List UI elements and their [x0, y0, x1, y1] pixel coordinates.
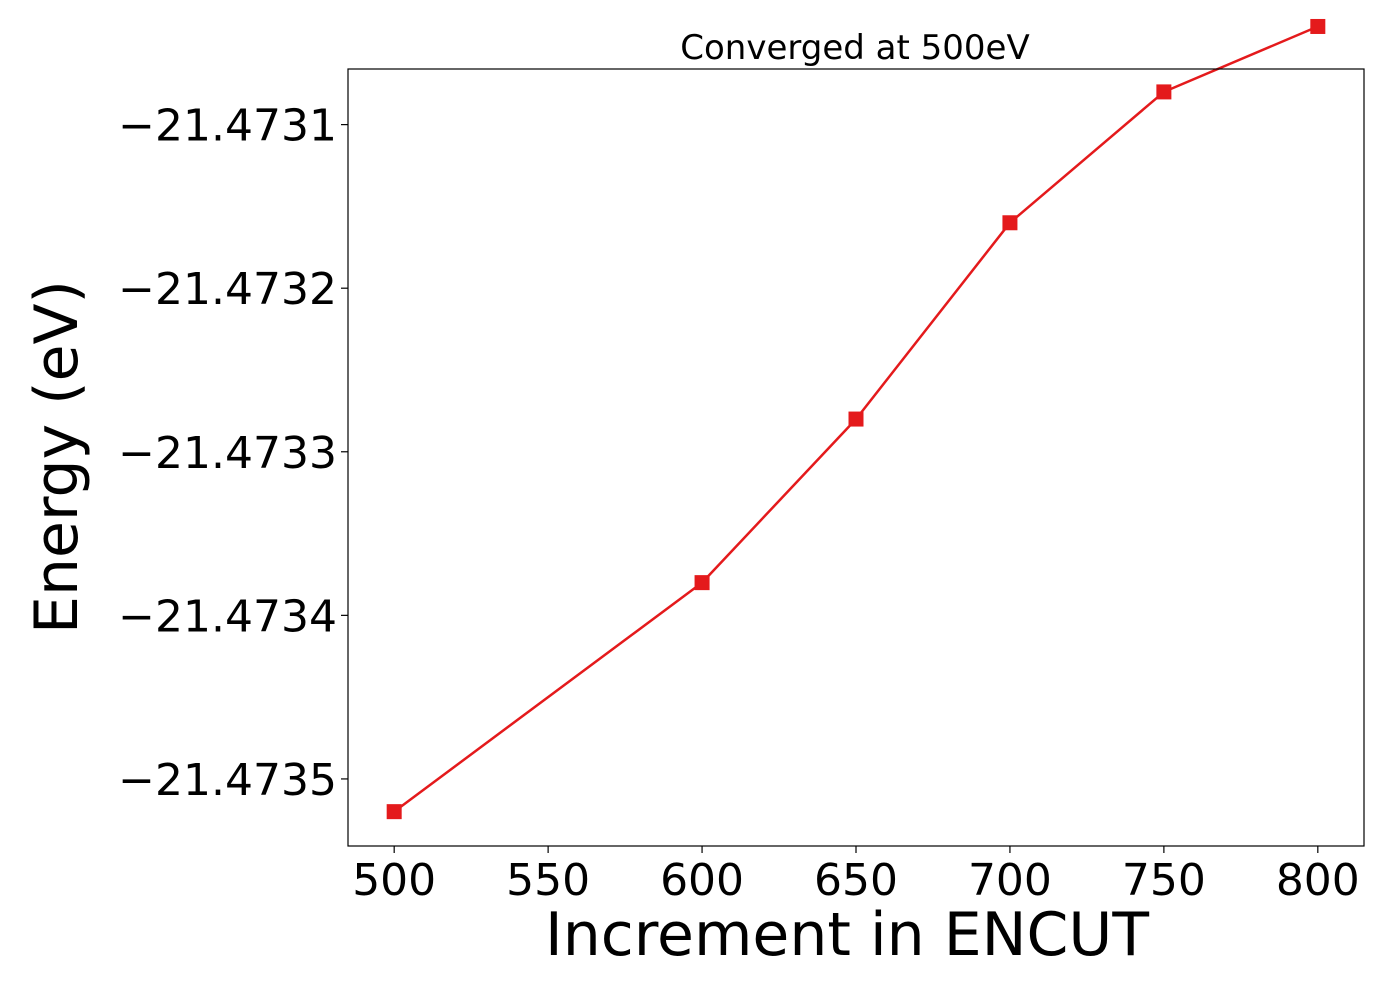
x-tick-label: 500: [352, 855, 436, 906]
data-point-marker: [386, 804, 402, 820]
y-tick-label: −21.4734: [118, 591, 337, 642]
x-tick-label: 650: [814, 855, 898, 906]
y-axis-label: Energy (eV): [22, 280, 92, 634]
x-tick-label: 800: [1276, 855, 1360, 906]
y-axis-ticks: −21.4735 −21.4734 −21.4733 −21.4732 −21.4731: [118, 101, 348, 806]
y-tick-label: −21.4732: [118, 264, 337, 315]
x-axis-label: Increment in ENCUT: [545, 900, 1149, 970]
data-point-marker: [694, 575, 710, 591]
plot-frame: [347, 68, 1365, 847]
data-point-marker: [1002, 215, 1018, 231]
y-tick-label: −21.4731: [118, 101, 337, 152]
chart-title: Converged at 500eV: [680, 28, 1029, 68]
y-tick-label: −21.4735: [118, 755, 337, 806]
x-tick-label: 550: [506, 855, 590, 906]
plot-layer: [386, 18, 1326, 820]
x-tick-label: 700: [968, 855, 1052, 906]
x-tick-label: 600: [660, 855, 744, 906]
data-point-marker: [1310, 18, 1326, 34]
x-axis-ticks: 500 550 600 650 700 750 800: [352, 846, 1360, 906]
series-line: [393, 25, 1319, 813]
y-tick-label: −21.4733: [118, 428, 337, 479]
x-tick-label: 750: [1122, 855, 1206, 906]
data-point-marker: [848, 411, 864, 427]
data-point-marker: [1156, 84, 1172, 100]
